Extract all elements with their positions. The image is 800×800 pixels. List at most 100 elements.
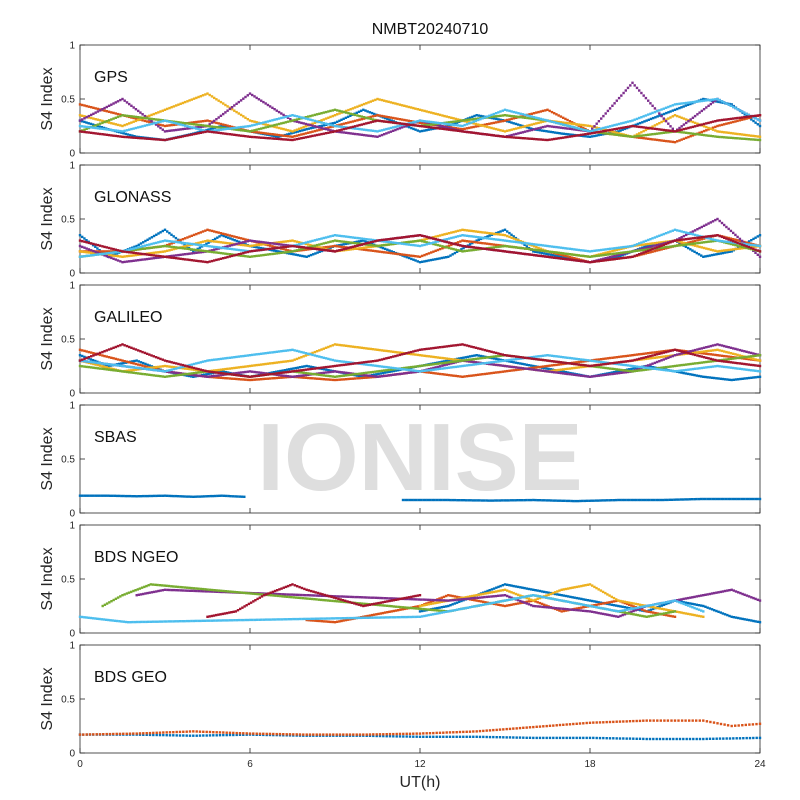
data-point [436,248,440,252]
data-point [280,243,283,246]
data-point [150,257,153,260]
data-point [638,243,641,247]
data-point [537,121,540,125]
data-point [105,250,108,253]
data-point [318,377,321,380]
data-point [629,125,632,128]
data-point [116,123,120,127]
data-point [709,98,712,102]
data-point [355,374,358,377]
data-point [492,248,495,252]
data-point [653,132,657,136]
data-point [617,122,621,126]
data-point [342,249,346,252]
data-point [465,240,469,243]
data-point [226,252,229,256]
data-point [338,240,341,243]
data-point [687,135,690,139]
data-point [96,110,100,113]
data-point [123,260,126,264]
data-point [222,370,225,373]
data-point [219,246,223,249]
data-point [559,253,563,256]
data-point [235,253,238,256]
data-point [226,242,229,245]
data-point [123,135,126,139]
data-point [685,131,688,134]
data-point [626,135,630,138]
data-point [313,377,317,380]
data-point [660,128,663,131]
data-point [303,255,306,258]
data-point [394,369,398,372]
data-point [371,240,375,243]
data-point [209,372,212,375]
data-point [514,122,518,126]
data-point [526,124,529,127]
data-point [222,125,225,128]
data-point [427,128,430,131]
data-point [246,255,249,258]
data-point [470,229,473,233]
data-point [723,354,726,358]
data-point [488,116,491,119]
data-point [671,104,674,107]
data-point [638,249,641,252]
data-point [123,360,126,363]
data-point [273,133,276,136]
data-point [94,363,97,366]
data-point [553,256,556,259]
data-point [754,376,757,379]
data-point [649,238,652,241]
data-point [640,91,643,95]
data-point [170,248,173,251]
data-point [105,133,108,136]
data-point [510,114,513,118]
data-point [222,126,225,130]
data-point [494,238,498,241]
data-point [652,366,655,369]
data-point [633,249,636,253]
data-point [543,129,546,133]
data-point [163,239,167,242]
data-point [289,118,292,121]
data-point [696,124,699,127]
data-point [729,117,733,121]
data-point [566,252,569,256]
data-point [752,247,755,250]
data-point [545,130,548,133]
data-point [483,125,487,128]
data-point [157,241,160,244]
data-point [691,373,694,376]
data-point [289,135,292,138]
data-point [427,252,431,255]
data-point [410,126,413,130]
data-point [714,353,717,357]
data-point [471,115,474,119]
data-point [175,254,178,257]
data-point [144,239,147,243]
data-point [700,236,703,239]
data-point [537,117,540,120]
data-point [187,374,191,378]
data-point [472,120,475,123]
data-point [279,369,282,373]
data-point [284,248,287,251]
data-point [479,132,482,135]
data-point [199,243,202,247]
data-point [107,128,111,131]
data-point [510,121,513,124]
data-point [168,137,171,141]
data-point [183,253,187,256]
data-point [83,115,86,118]
data-point [678,229,681,233]
data-point [197,120,200,123]
y-axis-label: S4 Index [39,307,56,370]
data-point [640,134,643,137]
data-point [676,140,679,143]
data-point [159,231,162,234]
data-point [134,362,138,366]
data-point [557,257,560,260]
data-point [407,123,410,126]
data-point [546,119,549,122]
